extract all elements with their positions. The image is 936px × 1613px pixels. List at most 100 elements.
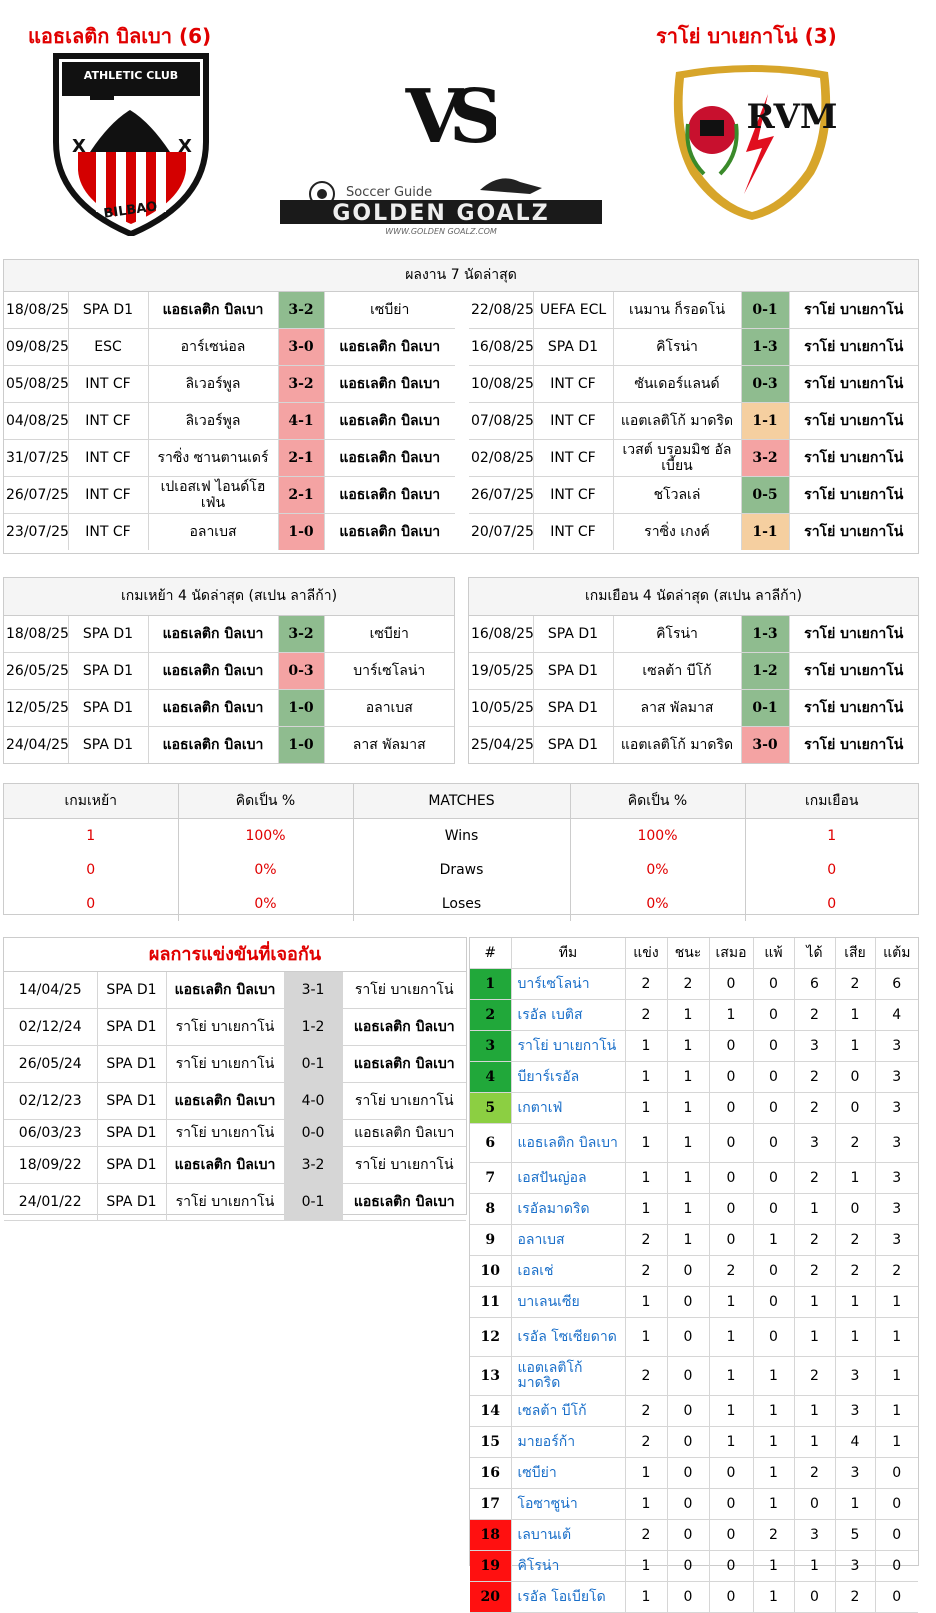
standing-team-link[interactable]: เรอัล โอเบียโด [511, 1581, 626, 1613]
match-score[interactable]: 3-0 [278, 328, 325, 366]
home-team[interactable]: ราโย่ บาเยกาโน่ [166, 1045, 285, 1083]
standing-team-link[interactable]: เรอัล เบติส [511, 999, 626, 1031]
away-team[interactable]: ราโย่ บาเยกาโน่ [804, 524, 904, 540]
away-team[interactable]: แอธเลติก บิลเบา [342, 1045, 466, 1083]
standing-team-link[interactable]: แอตเลติโก้ มาดริด [511, 1356, 626, 1396]
match-score[interactable]: 1-2 [284, 1008, 343, 1046]
away-team[interactable]: แอธเลติก บิลเบา [342, 1183, 466, 1221]
standing-team-link[interactable]: เอสปันญ่อล [511, 1162, 626, 1194]
home-team[interactable]: ราโย่ บาเยกาโน่ [166, 1183, 285, 1221]
standing-team-link[interactable]: เกตาเฟ่ [511, 1092, 626, 1124]
away-team[interactable]: ราโย่ บาเยกาโน่ [789, 439, 918, 477]
match-score[interactable]: 1-3 [741, 328, 790, 366]
away-team[interactable]: ราโย่ บาเยกาโน่ [789, 365, 918, 403]
away-team[interactable]: ราโย่ บาเยกาโน่ [789, 652, 918, 690]
home-team[interactable]: อาร์เซน่อล [148, 328, 279, 366]
away-team[interactable]: เซบีย่า [324, 292, 455, 329]
match-score[interactable]: 3-2 [741, 439, 790, 477]
away-team[interactable]: ราโย่ บาเยกาโน่ [789, 328, 918, 366]
standing-team-link[interactable]: เรอัล โซเซียดาด [511, 1317, 626, 1357]
standing-team-link[interactable]: เลบานเต้ [511, 1519, 626, 1551]
match-score[interactable]: 2-1 [278, 476, 325, 514]
home-team[interactable]: ชโวลเล่ [613, 476, 742, 514]
home-team[interactable]: แอธเลติก บิลเบา [166, 1146, 285, 1184]
home-team[interactable]: เปเอสเฟ ไอนด์โฮเฟ่น [148, 476, 279, 514]
away-team[interactable]: แอธเลติก บิลเบา [342, 1119, 466, 1147]
match-score[interactable]: 3-0 [741, 726, 790, 763]
home-team[interactable]: ราโย่ บาเยกาโน่ [166, 1008, 285, 1046]
standing-team-link[interactable]: เซลต้า บีโก้ [511, 1395, 626, 1427]
home-team[interactable]: คิโรน่า [613, 616, 742, 653]
match-score[interactable]: 0-5 [741, 476, 790, 514]
home-team[interactable]: แอธเลติก บิลเบา [148, 652, 279, 690]
match-score[interactable]: 0-1 [741, 292, 790, 329]
match-score[interactable]: 1-1 [741, 402, 790, 440]
home-team[interactable]: ลาส พัลมาส [613, 689, 742, 727]
standing-team-link[interactable]: โอซาซูน่า [511, 1488, 626, 1520]
home-team[interactable]: เนมาน ก็รอดโน่ [613, 292, 742, 329]
home-team[interactable]: แอธเลติก บิลเบา [166, 1082, 285, 1120]
away-team[interactable]: แอธเลติก บิลเบา [339, 524, 441, 540]
away-team[interactable]: แอธเลติก บิลเบา [324, 365, 455, 403]
home-team[interactable]: แอธเลติก บิลเบา [166, 972, 285, 1009]
home-team[interactable]: แอตเลติโก้ มาดริด [613, 402, 742, 440]
away-team[interactable]: แอธเลติก บิลเบา [342, 1008, 466, 1046]
match-score[interactable]: 1-0 [278, 513, 325, 550]
standing-team-link[interactable]: เซบีย่า [511, 1457, 626, 1489]
away-team[interactable]: บาร์เซโลน่า [324, 652, 454, 690]
match-score[interactable]: 0-1 [284, 1183, 343, 1221]
match-score[interactable]: 3-2 [278, 616, 325, 653]
match-score[interactable]: 1-2 [741, 652, 790, 690]
away-team[interactable]: เซบีย่า [324, 616, 454, 653]
home-team[interactable]: แอธเลติก บิลเบา [148, 689, 279, 727]
match-score[interactable]: 3-2 [284, 1146, 343, 1184]
match-score[interactable]: 1-0 [278, 689, 325, 727]
home-team[interactable]: ราโย่ บาเยกาโน่ [166, 1119, 285, 1147]
match-score[interactable]: 1-3 [741, 616, 790, 653]
standing-team-link[interactable]: บาร์เซโลน่า [511, 968, 626, 1000]
match-score[interactable]: 3-2 [278, 292, 325, 329]
home-team[interactable]: อลาเบส [148, 513, 279, 550]
standing-team-link[interactable]: คิโรน่า [511, 1550, 626, 1582]
away-team[interactable]: แอธเลติก บิลเบา [324, 476, 455, 514]
standing-team-link[interactable]: เรอัลมาดริด [511, 1193, 626, 1225]
away-team[interactable]: แอธเลติก บิลเบา [324, 439, 455, 477]
home-team[interactable]: แอธเลติก บิลเบา [148, 292, 279, 329]
away-team[interactable]: แอธเลติก บิลเบา [324, 402, 455, 440]
home-team[interactable]: แอธเลติก บิลเบา [148, 616, 279, 653]
home-team[interactable]: คิโรน่า [613, 328, 742, 366]
home-team[interactable]: ลิเวอร์พูล [148, 365, 279, 403]
standing-team-link[interactable]: อลาเบส [511, 1224, 626, 1256]
match-score[interactable]: 0-3 [741, 365, 790, 403]
away-team[interactable]: ราโย่ บาเยกาโน่ [342, 972, 466, 1009]
home-team[interactable]: ราซิ่ง ซานตานเดร์ [148, 439, 279, 477]
match-score[interactable]: 0-0 [284, 1119, 343, 1147]
away-team[interactable]: ราโย่ บาเยกาโน่ [789, 616, 918, 653]
home-team[interactable]: ซันเดอร์แลนด์ [613, 365, 742, 403]
home-team[interactable]: เวสต์ บรอมมิช อัลเบี้ยน [613, 439, 742, 477]
match-score[interactable]: 0-3 [278, 652, 325, 690]
home-team[interactable]: แอธเลติก บิลเบา [148, 726, 279, 763]
match-score[interactable]: 4-0 [284, 1082, 343, 1120]
away-team[interactable]: ราโย่ บาเยกาโน่ [789, 402, 918, 440]
match-score[interactable]: 0-1 [741, 689, 790, 727]
standing-team-link[interactable]: บียาร์เรอัล [511, 1061, 626, 1093]
away-team[interactable]: ราโย่ บาเยกาโน่ [342, 1082, 466, 1120]
home-team[interactable]: ราซิ่ง เกงค์ [613, 513, 742, 550]
away-team[interactable]: ลาส พัลมาส [352, 737, 426, 753]
match-score[interactable]: 1-1 [741, 513, 790, 550]
away-team[interactable]: ราโย่ บาเยกาโน่ [789, 476, 918, 514]
home-team[interactable]: ลิเวอร์พูล [148, 402, 279, 440]
standing-team-link[interactable]: มายอร์ก้า [511, 1426, 626, 1458]
home-team[interactable]: เซลต้า บีโก้ [613, 652, 742, 690]
match-score[interactable]: 3-1 [284, 972, 343, 1009]
match-score[interactable]: 0-1 [284, 1045, 343, 1083]
away-team[interactable]: ราโย่ บาเยกาโน่ [789, 292, 918, 329]
standing-team-link[interactable]: ราโย่ บาเยกาโน่ [511, 1030, 626, 1062]
standing-team-link[interactable]: แอธเลติก บิลเบา [511, 1123, 626, 1163]
match-score[interactable]: 3-2 [278, 365, 325, 403]
away-team[interactable]: ราโย่ บาเยกาโน่ [804, 737, 904, 753]
standing-team-link[interactable]: เอลเช่ [511, 1255, 626, 1287]
match-score[interactable]: 4-1 [278, 402, 325, 440]
standing-team-link[interactable]: บาเลนเซีย [511, 1286, 626, 1318]
